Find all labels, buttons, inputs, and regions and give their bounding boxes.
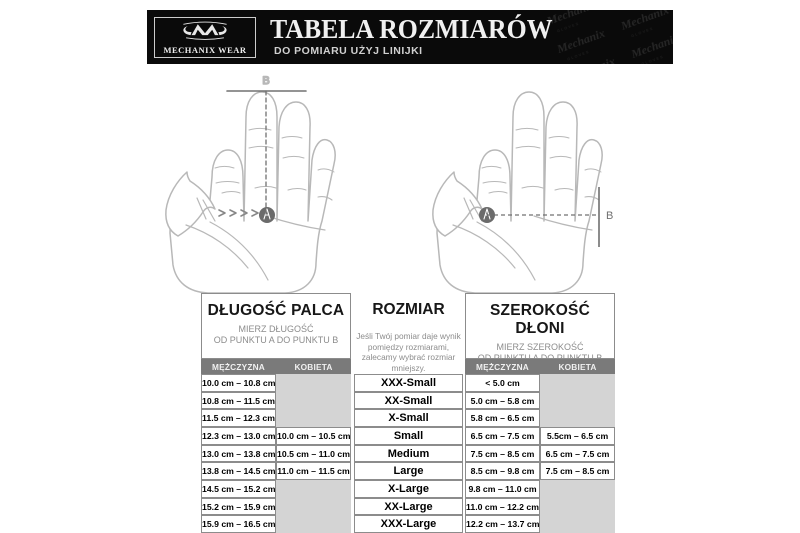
svg-text:B: B [262,75,269,87]
svg-text:B: B [606,210,613,222]
